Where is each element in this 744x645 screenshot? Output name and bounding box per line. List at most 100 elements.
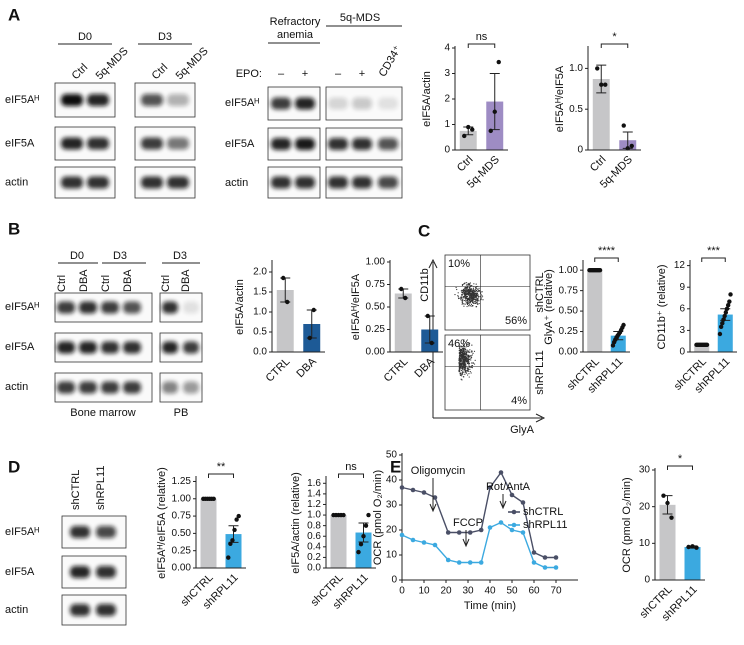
flow-event — [469, 297, 471, 299]
flow-event — [464, 289, 466, 292]
series-marker — [467, 530, 473, 535]
blot-band — [79, 301, 97, 314]
flow-event — [482, 299, 484, 301]
blot-footer: Bone marrow — [70, 407, 135, 419]
flow-event — [460, 362, 462, 365]
data-point — [234, 517, 239, 522]
lane-label: shCTRL — [70, 470, 82, 510]
y-tick-label: 40 — [386, 475, 398, 486]
flow-event — [475, 283, 477, 285]
y-tick-label: 0.5 — [253, 327, 267, 338]
y-tick-label: 1.0 — [253, 307, 267, 318]
significance-bracket — [594, 257, 619, 262]
flow-event — [462, 358, 464, 361]
series-marker — [509, 492, 515, 498]
flow-event — [480, 291, 482, 293]
y-axis-label: OCR (pmol O₂/min) — [372, 470, 384, 565]
flow-event — [463, 299, 466, 302]
flow-event — [469, 282, 471, 284]
flow-event — [467, 367, 469, 369]
flow-event — [478, 302, 480, 305]
flow-event — [460, 299, 462, 301]
bar — [355, 532, 372, 568]
blot-band — [87, 94, 109, 106]
lane-label: CD34⁺ — [377, 43, 404, 79]
x-tick-label: DBA — [294, 355, 319, 380]
flow-event — [468, 286, 470, 288]
flow-event — [468, 342, 471, 344]
flow-event — [471, 297, 473, 300]
blot-title: D3 — [173, 250, 187, 262]
annotation-arrow — [462, 530, 470, 548]
flow-event — [466, 303, 469, 305]
y-axis-label: eIF5A/actin — [421, 71, 433, 127]
y-axis-label: eIF5A/actin (relative) — [290, 472, 302, 573]
y-tick-label: 0.8 — [307, 520, 321, 531]
x-tick-label: 70 — [550, 586, 562, 597]
y-tick-label: 0.25 — [366, 324, 386, 335]
flow-event — [470, 295, 472, 297]
blot-title: D3 — [113, 250, 127, 262]
flow-event — [465, 301, 467, 303]
y-tick-label: 0.75 — [559, 285, 579, 296]
flow-event — [468, 299, 471, 301]
flow-event — [471, 299, 474, 301]
flow-event — [465, 354, 468, 356]
flow-event — [460, 350, 462, 352]
blot-band — [271, 138, 291, 150]
flow-event — [472, 289, 474, 292]
flow-event — [460, 367, 462, 369]
y-tick-label: 1.00 — [366, 257, 386, 268]
data-point — [603, 82, 608, 87]
legend-label: shCTRL — [523, 506, 563, 518]
series-marker — [520, 530, 526, 535]
flow-event — [464, 357, 466, 359]
blot-band — [79, 341, 97, 354]
flow-event — [465, 299, 467, 301]
flow-event — [468, 360, 470, 362]
flow-event — [456, 288, 458, 291]
flow-event — [470, 372, 472, 374]
annotation: FCCP — [453, 517, 483, 529]
blot-band — [123, 381, 141, 394]
flow-sample: shCTRL — [534, 272, 546, 312]
y-tick-label: 30 — [386, 500, 398, 511]
data-point — [363, 523, 369, 528]
annotation: Oligomycin — [411, 465, 465, 477]
panel-label: D — [8, 457, 20, 476]
blot-band — [295, 97, 315, 110]
lane-label: Ctrl — [70, 62, 91, 83]
blot-band — [61, 137, 83, 150]
flow-event — [455, 286, 457, 289]
significance-label: ** — [217, 461, 226, 473]
flow-event — [464, 373, 466, 375]
blot-band — [87, 137, 109, 150]
lane-label: DBA — [122, 269, 134, 292]
panel-label: E — [390, 457, 401, 476]
x-tick-label: DBA — [412, 355, 437, 380]
flow-event — [463, 366, 466, 368]
y-tick-label: 0.75 — [366, 279, 386, 290]
flow-event — [461, 299, 463, 301]
data-point — [470, 127, 475, 132]
flow-event — [468, 344, 470, 346]
row-label: actin — [5, 176, 28, 188]
y-tick-label: 0.0 — [253, 347, 267, 358]
flow-event — [463, 295, 466, 298]
significance-bracket — [467, 43, 496, 48]
flow-event — [464, 348, 466, 350]
data-point — [228, 541, 233, 546]
flow-event — [461, 352, 463, 354]
significance-bracket — [667, 465, 693, 470]
flow-event — [468, 292, 470, 294]
flow-event — [463, 340, 465, 342]
flow-event — [463, 355, 465, 358]
flow-event — [458, 369, 460, 371]
data-point — [492, 109, 497, 114]
flow-event — [473, 291, 475, 293]
series-marker — [520, 500, 526, 505]
flow-event — [458, 365, 461, 367]
panel-label: C — [418, 221, 430, 240]
blot-band — [183, 341, 199, 354]
y-tick-label: 0.00 — [172, 563, 192, 574]
